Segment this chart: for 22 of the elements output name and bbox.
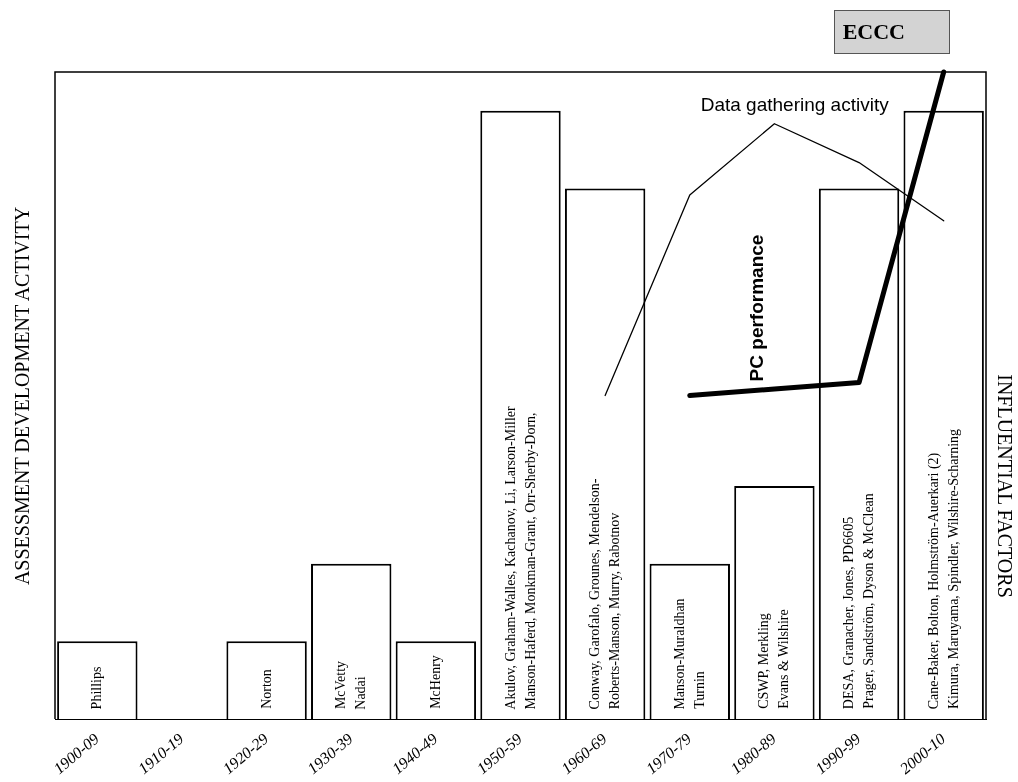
annotation: Nadai xyxy=(353,675,370,710)
annotation: Norton xyxy=(258,669,275,709)
annotation: Manson-Muraldhan xyxy=(671,597,688,710)
text: ECCC xyxy=(833,10,951,54)
text: PC performance xyxy=(746,234,769,382)
series-label: Data gathering activity xyxy=(700,93,889,116)
annotation: Prager, Sandström, Dyson & McClean xyxy=(861,493,878,709)
annotation: McVetty xyxy=(333,660,350,710)
annotation: Kimura, Maruyama, Spindler, Wilshire-Scharning xyxy=(945,428,962,710)
annotation: Turnin xyxy=(691,671,708,709)
annotation: Evans & Wilshire xyxy=(776,609,793,709)
y2-axis-title: INFLUENTIAL FACTORS xyxy=(992,373,1016,598)
annotation: CSWP, Merkling xyxy=(756,613,773,709)
annotation: DESA, Granacher, Jones, PD6605 xyxy=(841,516,858,710)
y-axis-title: ASSESSMENT DEVELOPMENT ACTIVITY xyxy=(10,206,34,585)
annotation: Cane-Baker, Bolton, Holmström-Auerkari (2) xyxy=(925,452,942,710)
annotation: Conway, Garofalo, Grounes, Mendelson- xyxy=(587,478,604,709)
annotation: Phillips xyxy=(89,666,106,709)
annotation: Akulov, Graham-Walles, Kachanov, Li, Larson-Miller xyxy=(502,405,519,710)
annotation: Roberts-Manson, Murry, Rabotnov xyxy=(607,512,624,709)
annotation: McHenry xyxy=(427,655,444,709)
annotation: Manson-Haferd, Monkman-Grant, Orr-Sherby-Dorn, xyxy=(522,411,539,710)
